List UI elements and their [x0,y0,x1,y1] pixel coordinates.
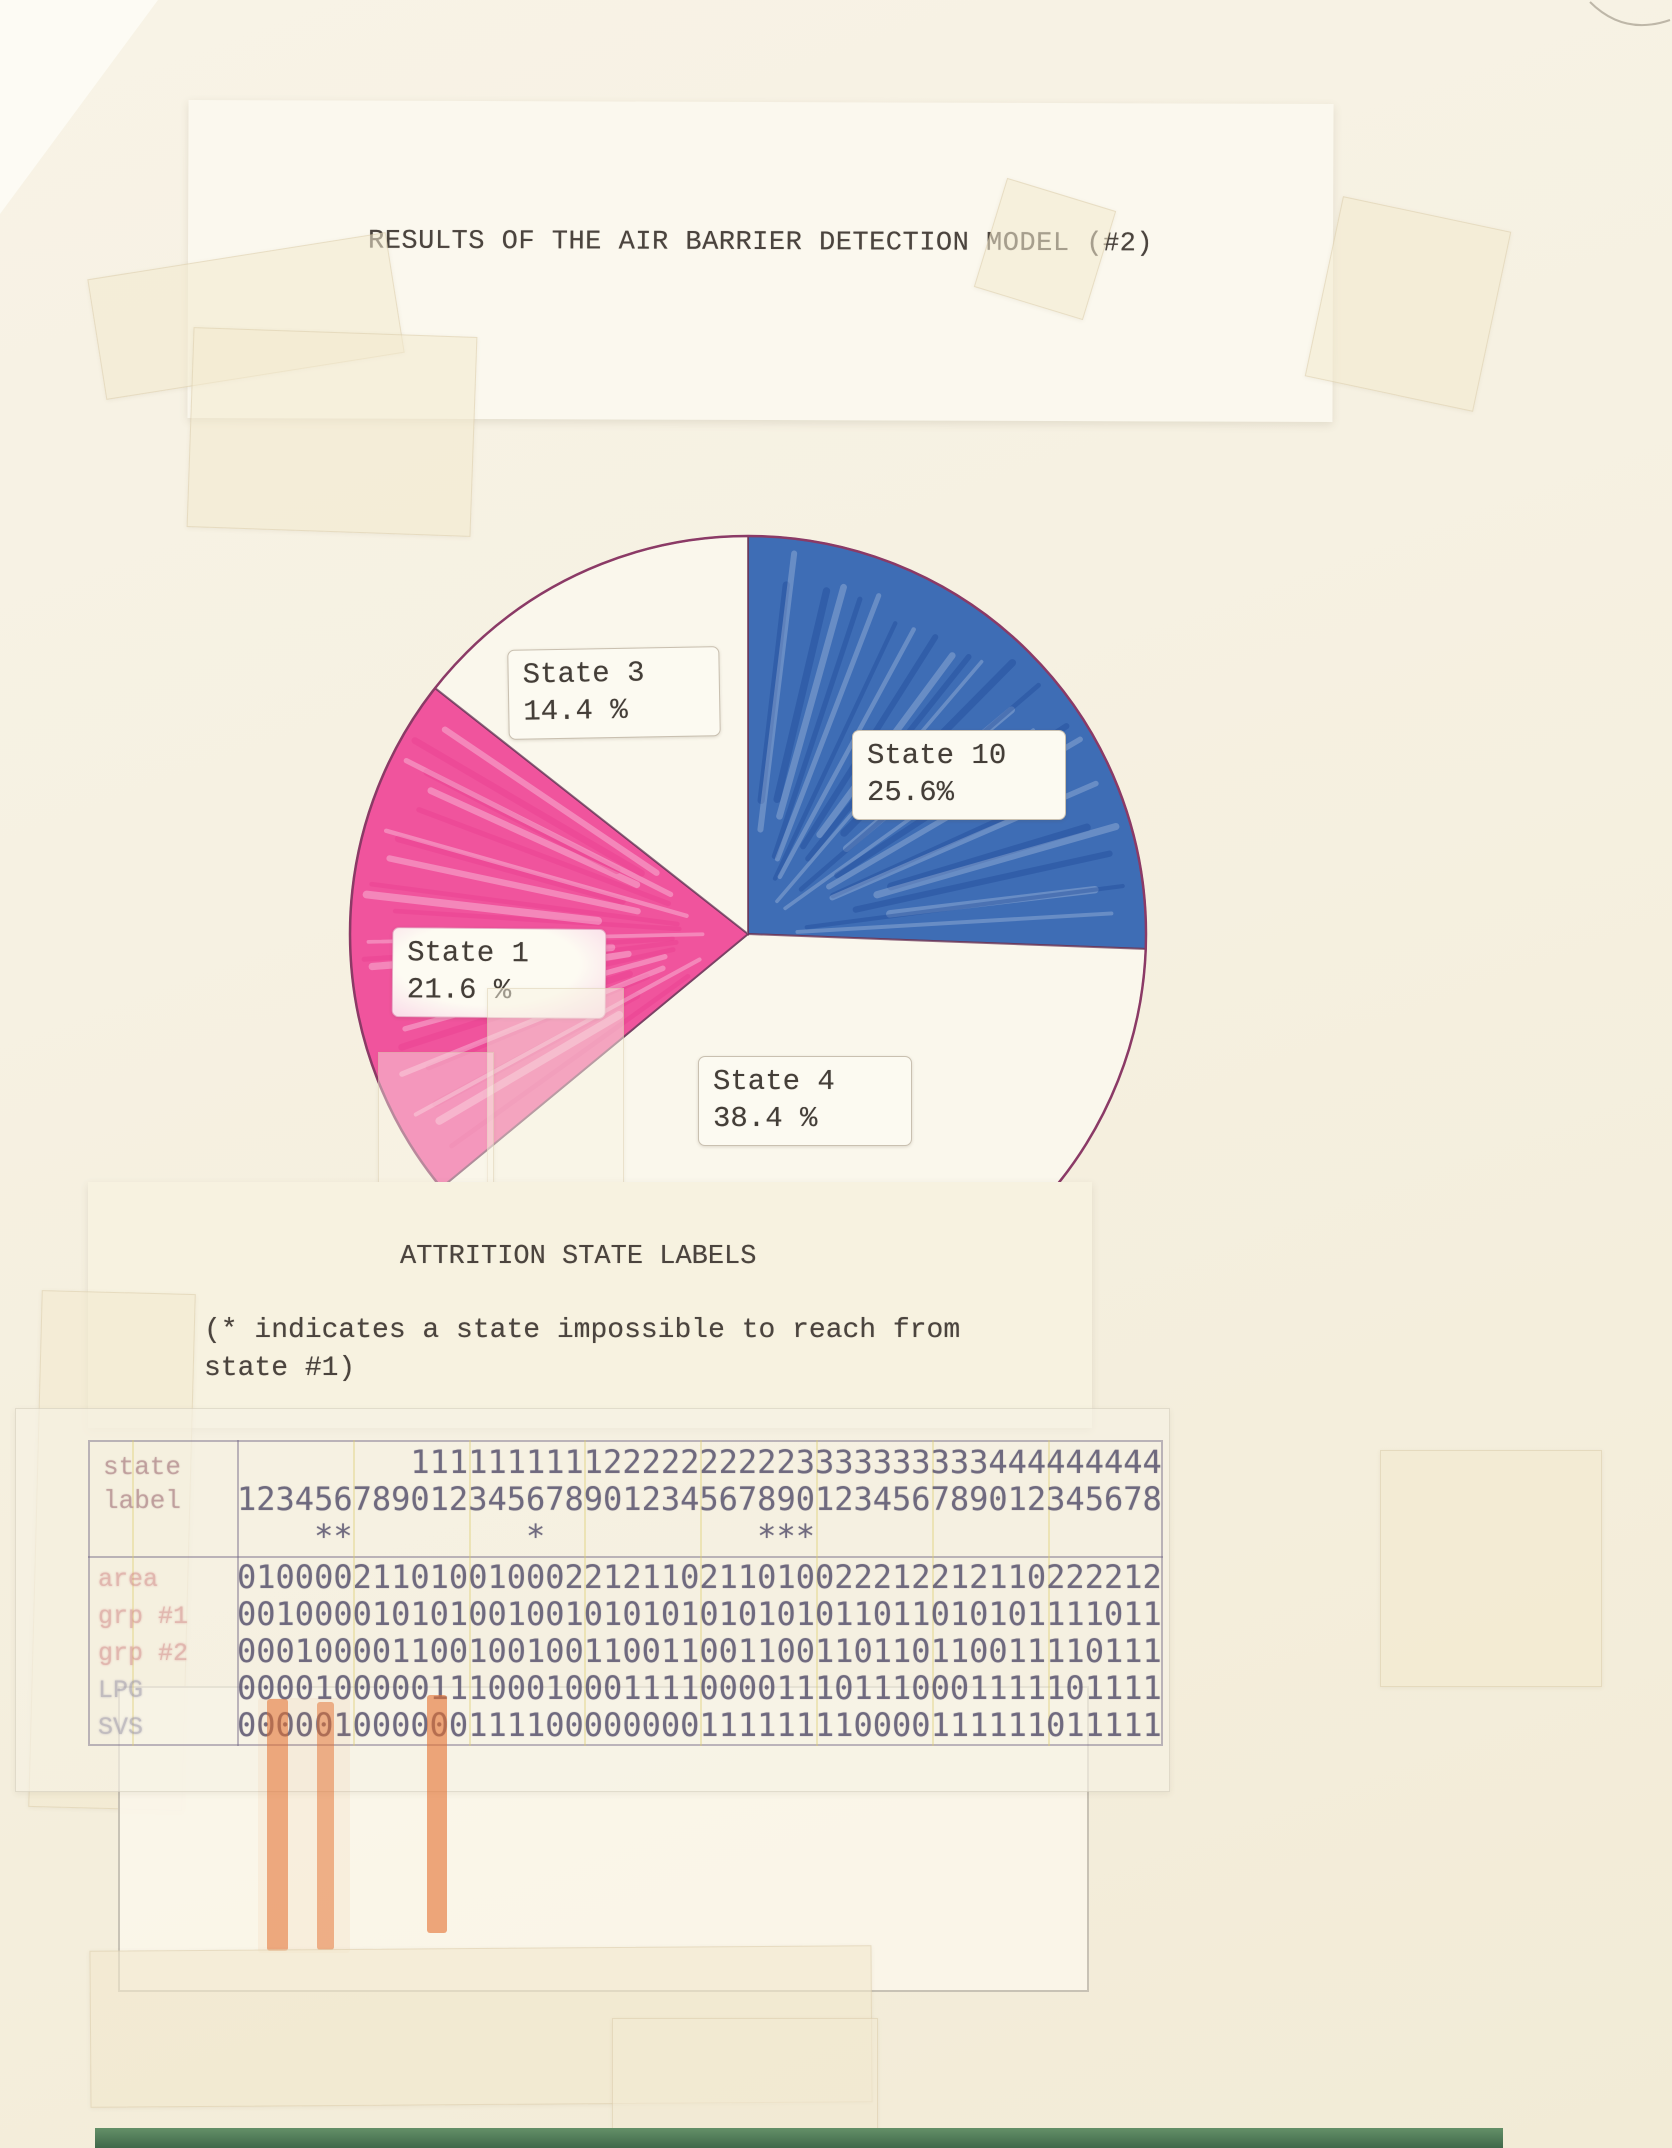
pie-label-state-10: State 10 25.6% [852,730,1066,820]
pie-label-state-3-pct: 14.4 % [523,693,629,729]
table-sheet [15,1408,1170,1792]
table-row-label: grp #2 [98,1639,189,1668]
ledger-rule [1048,1440,1050,1746]
green-bottom-strip [95,2128,1503,2148]
state-label-table [88,1440,1163,1746]
table-corner-header-line2: label [103,1486,182,1516]
pie-label-state-4: State 4 38.4 % [698,1056,912,1146]
tape-piece [186,327,478,537]
tape-piece [487,988,624,1190]
table-row-label: area [98,1565,159,1594]
attrition-sheet: ATTRITION STATE LABELS (* indicates a st… [88,1182,1092,1428]
page-fold-corner [0,0,158,214]
ledger-rule [584,1440,586,1746]
pie-label-state-4-name: State 4 [713,1065,835,1098]
table-binary-rows: 0100002110100100022121102110100222122121… [237,1558,1162,1744]
table-corner-header: state label [103,1450,181,1518]
attrition-heading: ATTRITION STATE LABELS [400,1242,757,1272]
page-curl-line [1589,1,1671,27]
pie-label-state-3: State 3 14.4 % [507,646,721,740]
highlighter-stroke [267,1699,288,1951]
highlighter-stroke [427,1695,447,1933]
ledger-rule [816,1440,818,1746]
pie-label-state-3-name: State 3 [522,656,645,692]
tape-piece [1304,196,1512,412]
attrition-note-line2: state #1) [204,1353,356,1384]
highlighter-stroke [317,1702,334,1950]
table-corner-header-line1: state [103,1452,182,1482]
pie-label-state-1-name: State 1 [407,936,530,971]
table-column-divider [237,1440,239,1746]
table-row-label: grp #1 [98,1602,189,1631]
ledger-rule [353,1440,355,1746]
ledger-rule [700,1440,702,1746]
tape-piece [1380,1450,1602,1687]
table-row-label: SVS [98,1713,144,1742]
ledger-rule [132,1440,134,1746]
table-row-labels: area grp #1 grp #2 LPG SVS [98,1561,188,1746]
table-header-divider [88,1556,1163,1558]
ledger-rule [932,1440,934,1746]
table-column-numbers: 111111111122222222223333333333444444444 … [237,1443,1162,1555]
attrition-note-line1: (* indicates a state impossible to reach… [204,1315,961,1346]
pie-label-state-10-pct: 25.6% [867,776,955,809]
pie-label-state-10-name: State 10 [867,739,1007,772]
table-row-label: LPG [98,1676,144,1705]
ledger-rule [469,1440,471,1746]
tape-piece [612,2018,878,2142]
pie-label-state-4-pct: 38.4 % [713,1102,818,1135]
tape-piece [378,1052,494,1192]
